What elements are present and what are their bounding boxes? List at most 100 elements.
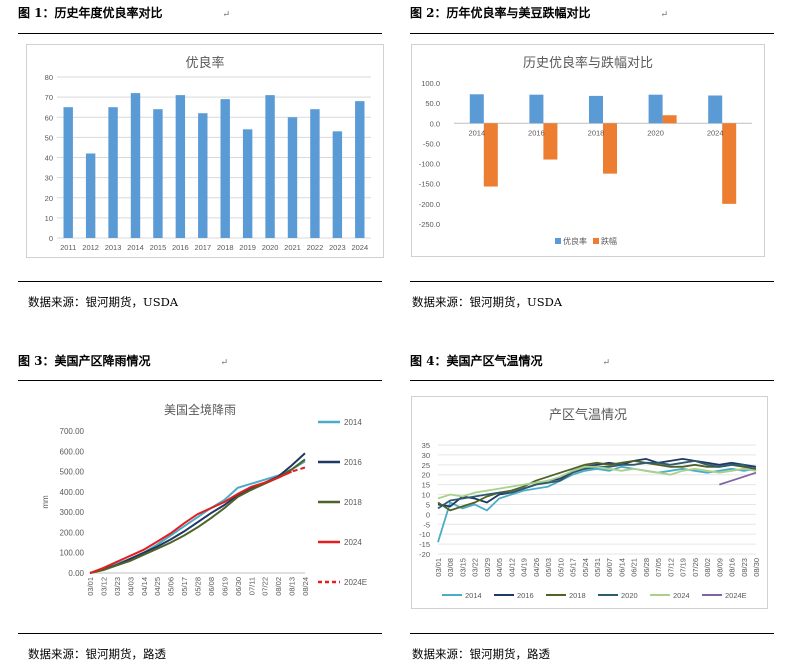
fig1-bar: [153, 109, 163, 238]
fig2-legend-label: 跌幅: [601, 236, 617, 246]
fig4-source: 数据来源：银河期货，路透: [412, 647, 550, 661]
fig1-ytick-label: 70: [45, 93, 53, 102]
fig4-xtick-label: 07/12: [666, 558, 675, 577]
fig4-ytick-label: -5: [423, 520, 430, 529]
fig4-xtick-label: 06/28: [642, 558, 651, 577]
fig2-ytick-label: -200.0: [419, 200, 440, 209]
fig4-ytick-label: -15: [419, 540, 430, 549]
fig4-xtick-label: 05/24: [581, 558, 590, 577]
fig4-ytick-label: 25: [422, 461, 430, 470]
fig4-ytick-label: -20: [419, 550, 430, 559]
fig4-xtick-label: 03/15: [458, 558, 467, 577]
fig2-ytick-label: -50.0: [423, 139, 440, 148]
fig4-xtick-label: 03/29: [483, 558, 492, 577]
fig1-bottom-rule: [18, 281, 382, 282]
fig3-xtick-label: 04/14: [140, 577, 149, 596]
fig3-xtick-label: 06/08: [207, 577, 216, 596]
fig4-legend-label: 2018: [569, 591, 586, 600]
fig1-bar: [175, 95, 186, 238]
fig3-ytick-label: 600.00: [60, 447, 85, 456]
fig2-bar-decline: [722, 123, 737, 204]
fig1-source: 数据来源：银河期货，USDA: [28, 295, 179, 309]
fig1-bar: [85, 153, 96, 238]
fig1-ytick-label: 20: [45, 194, 53, 203]
fig3-legend-label: 2014: [344, 418, 362, 427]
fig4-xtick-label: 08/09: [715, 558, 724, 577]
fig3-xtick-label: 07/11: [247, 577, 256, 595]
fig3-xtick-label: 07/22: [261, 577, 270, 596]
fig3-xtick-label: 08/13: [288, 577, 297, 596]
fig4-legend-label: 2014: [465, 591, 482, 600]
fig4-xtick-label: 07/19: [679, 558, 688, 577]
fig2-bar-rating: [708, 95, 723, 124]
fig4-ytick-label: 35: [422, 441, 430, 450]
fig4-xtick-label: 07/26: [691, 558, 700, 577]
fig4-legend-label: 2020: [621, 591, 638, 600]
fig3-xtick-label: 05/28: [194, 577, 203, 596]
fig3-ylabel: mm: [41, 495, 50, 509]
fig3-xtick-label: 08/24: [301, 577, 310, 596]
fig2-ytick-label: 50.0: [425, 99, 440, 108]
fig4-xtick-label: 04/12: [507, 558, 516, 577]
fig2-bar-decline: [603, 123, 617, 174]
fig4-xtick-label: 04/19: [520, 558, 529, 577]
fig4-legend-label: 2016: [517, 591, 534, 600]
fig3-xtick-label: 03/12: [99, 577, 108, 596]
fig3-xtick-label: 06/30: [234, 577, 243, 596]
fig4-xtick-label: 03/08: [446, 558, 455, 577]
fig4-caption: 图 4：美国产区气温情况 ↵: [410, 354, 611, 368]
fig1-bar: [287, 117, 298, 238]
fig1-bar: [332, 131, 343, 238]
fig2-xtick-label: 2018: [588, 128, 605, 137]
fig2-bar-decline: [483, 123, 498, 187]
fig4-xtick-label: 05/10: [556, 558, 565, 577]
fig1-xtick-label: 2020: [262, 243, 279, 252]
fig3-xtick-label: 03/01: [86, 577, 95, 596]
fig2-bar-rating: [469, 94, 484, 124]
fig3-xtick-label: 06/19: [220, 577, 229, 596]
fig4-xtick-label: 08/02: [703, 558, 712, 577]
fig1-xtick-label: 2022: [307, 243, 324, 252]
fig4-xtick-label: 08/23: [740, 558, 749, 577]
fig3-legend-label: 2024E: [344, 578, 367, 587]
fig1-xtick-label: 2016: [172, 243, 189, 252]
fig2-ytick-label: -150.0: [419, 180, 440, 189]
fig1-ytick-label: 50: [45, 133, 53, 142]
fig4-ytick-label: 10: [422, 491, 430, 500]
fig4-series-2018: [437, 459, 757, 512]
fig2-chart-title: 历史优良率与跌幅对比: [523, 55, 653, 70]
fig4-top-rule: [410, 380, 774, 381]
fig1-ytick-label: 80: [45, 73, 53, 82]
fig4-xtick-label: 03/01: [434, 558, 443, 577]
fig4-xtick-label: 06/14: [617, 558, 626, 577]
fig2-bar-decline: [662, 115, 677, 124]
fig4-series-2014: [437, 465, 757, 543]
fig1-bar: [108, 107, 118, 238]
fig3-series-2024: [89, 470, 293, 574]
fig4-xtick-label: 03/22: [471, 558, 480, 577]
fig2-bar-rating: [589, 95, 603, 124]
fig1-chart-panel: 优良率 0 10 20 30 40 50 60 70 80 2011 2012 2013 2014 2015…: [26, 44, 384, 258]
fig3-chart-panel: 美国全境降雨 mm 700.00 600.00 500.00 400.00 300.00 20…: [20, 388, 380, 620]
fig2-legend-swatch: [593, 238, 599, 244]
fig3-xtick-label: 05/17: [180, 577, 189, 596]
fig1-ytick-label: 60: [45, 113, 53, 122]
fig3-legend-label: 2016: [344, 458, 362, 467]
fig3-xtick-label: 05/06: [167, 577, 176, 596]
fig3-ytick-label: 700.00: [60, 427, 85, 436]
fig4-ytick-label: 15: [422, 481, 430, 490]
fig1-chart: 优良率 0 10 20 30 40 50 60 70 80 2011 2012 2013 2014 2015…: [45, 55, 371, 252]
fig4-xtick-label: 08/30: [752, 558, 761, 577]
fig4-bottom-rule: [410, 633, 774, 634]
fig2-bar-decline: [543, 123, 558, 160]
fig1-bar: [198, 113, 208, 238]
fig2-top-rule: [410, 33, 774, 34]
fig1-bar: [265, 95, 275, 238]
fig1-xtick-label: 2019: [239, 243, 256, 252]
fig4-xtick-label: 04/26: [532, 558, 541, 577]
fig1-bar: [310, 109, 320, 238]
fig4-xtick-label: 05/17: [569, 558, 578, 577]
fig4-ytick-label: 30: [422, 451, 430, 460]
fig4-xtick-label: 05/03: [544, 558, 553, 577]
